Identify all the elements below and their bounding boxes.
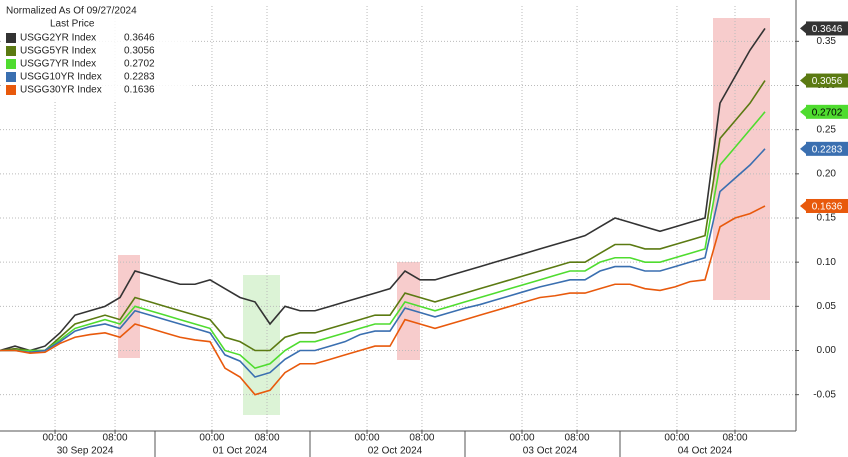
y-tick-label: 0.00 [817, 345, 837, 356]
x-date-label: 04 Oct 2024 [678, 446, 733, 457]
legend-value: 0.3056 [124, 46, 155, 57]
legend-swatch [6, 85, 16, 95]
legend-value: 0.2283 [124, 72, 155, 83]
x-tick-label: 00:00 [509, 433, 534, 444]
legend: Normalized As Of 09/27/2024 Last Price U… [2, 2, 192, 102]
series-line [0, 27, 766, 352]
x-tick-label: 08:00 [409, 433, 434, 444]
value-tag-label: 0.3056 [812, 76, 843, 87]
x-tick-label: 00:00 [43, 433, 68, 444]
series-line [0, 80, 766, 352]
value-tag [806, 104, 848, 119]
highlight-box [397, 262, 420, 360]
axes: -0.050.000.050.100.150.200.250.300.3500:… [43, 36, 837, 457]
value-tag [806, 198, 848, 213]
value-tag [806, 141, 848, 156]
legend-label: USGG7YR Index [20, 59, 96, 70]
value-tag [806, 73, 848, 88]
y-tick-label: 0.15 [817, 213, 837, 224]
legend-header: Last Price [50, 19, 95, 30]
x-tick-label: 00:00 [664, 433, 689, 444]
value-tag-label: 0.3646 [812, 24, 843, 35]
legend-title: Normalized As Of 09/27/2024 [6, 6, 137, 17]
y-tick-label: -0.05 [813, 389, 836, 400]
x-tick-label: 08:00 [722, 433, 747, 444]
value-tag-pointer [800, 200, 806, 211]
value-tag-label: 0.1636 [812, 202, 843, 213]
y-tick-label: 0.20 [817, 168, 837, 179]
legend-label: USGG30YR Index [20, 85, 102, 96]
legend-label: USGG10YR Index [20, 72, 102, 83]
x-date-label: 03 Oct 2024 [523, 446, 578, 457]
x-tick-label: 00:00 [355, 433, 380, 444]
y-tick-label: 0.35 [817, 36, 837, 47]
value-tag [806, 21, 848, 36]
value-tag-pointer [800, 106, 806, 117]
legend-swatch [6, 46, 16, 56]
legend-label: USGG5YR Index [20, 46, 96, 57]
legend-value: 0.3646 [124, 33, 155, 44]
x-date-label: 01 Oct 2024 [213, 446, 268, 457]
legend-value: 0.2702 [124, 59, 155, 70]
value-tag-pointer [800, 143, 806, 154]
legend-label: USGG2YR Index [20, 33, 96, 44]
x-date-label: 30 Sep 2024 [57, 446, 114, 457]
y-tick-label: 0.05 [817, 301, 837, 312]
legend-swatch [6, 59, 16, 69]
legend-swatch [6, 72, 16, 82]
legend-value: 0.1636 [124, 85, 155, 96]
highlight-box [713, 18, 770, 300]
value-tag-label: 0.2702 [812, 107, 843, 118]
x-tick-label: 00:00 [199, 433, 224, 444]
highlight-box [243, 275, 280, 415]
value-tag-pointer [800, 75, 806, 86]
value-tag-label: 0.2283 [812, 144, 843, 155]
x-tick-label: 08:00 [103, 433, 128, 444]
series-line [0, 111, 766, 370]
lines [0, 27, 766, 396]
value-tags: 0.3646 0.3056 0.2702 0.2283 0.1636 [800, 21, 848, 213]
series-line [0, 148, 766, 378]
y-tick-label: 0.25 [817, 124, 837, 135]
x-tick-label: 08:00 [565, 433, 590, 444]
y-tick-label: 0.10 [817, 257, 837, 268]
value-tag-pointer [800, 23, 806, 34]
series-line [0, 205, 766, 396]
legend-box [2, 2, 192, 102]
x-date-label: 02 Oct 2024 [368, 446, 423, 457]
legend-swatch [6, 33, 16, 43]
x-tick-label: 08:00 [254, 433, 279, 444]
